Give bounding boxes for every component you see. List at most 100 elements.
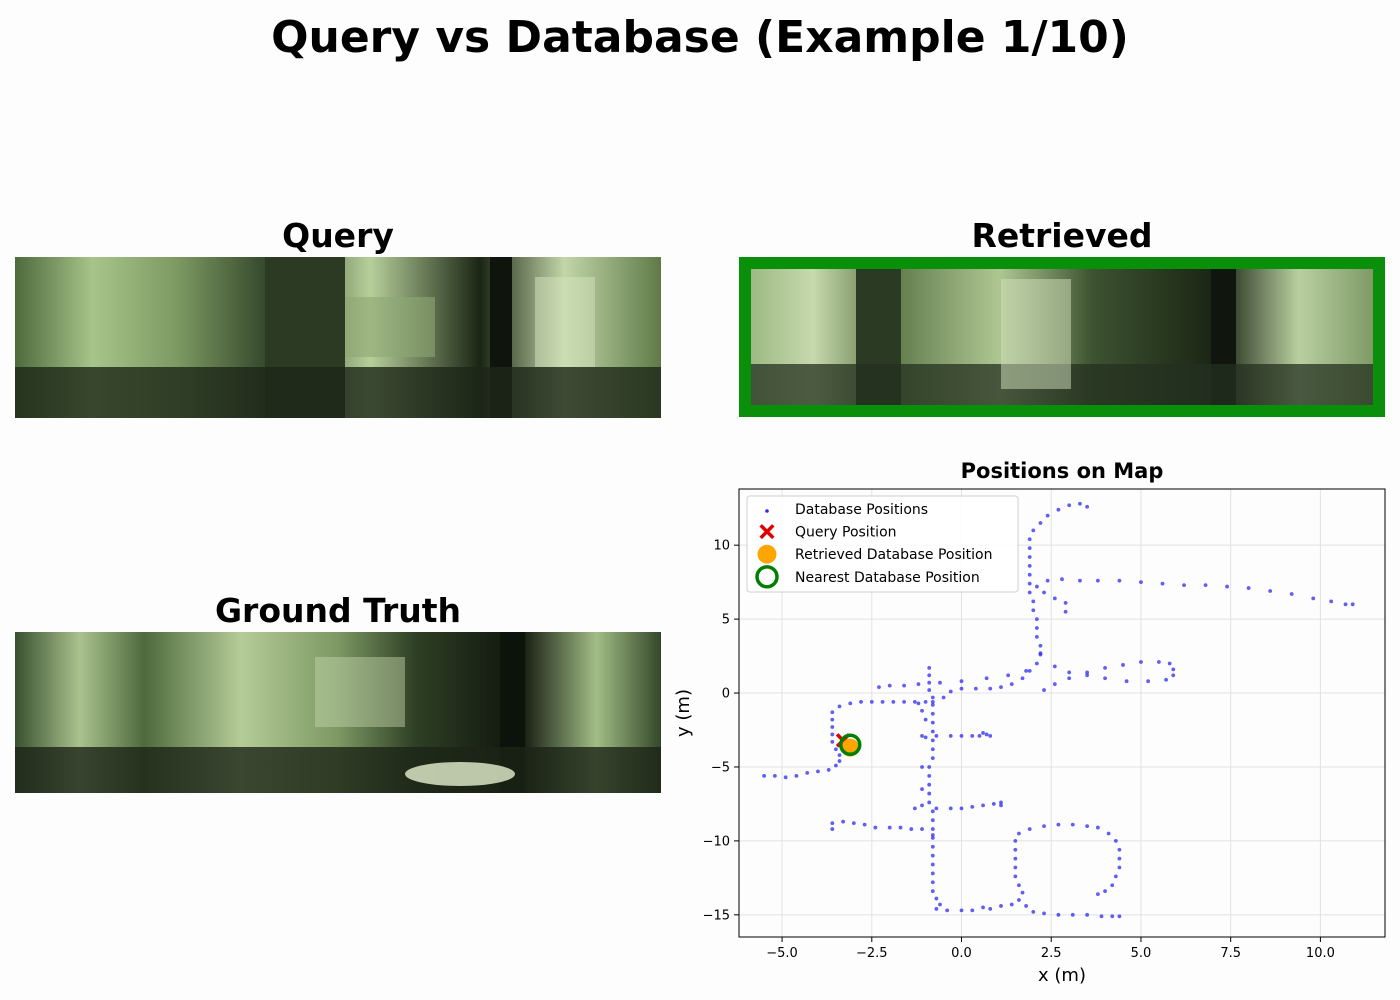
database-position-point [1027, 827, 1032, 831]
database-position-point [988, 907, 993, 911]
database-position-point [830, 725, 835, 729]
database-position-point [1117, 865, 1122, 870]
database-position-point [1171, 667, 1176, 672]
database-position-point [1167, 661, 1172, 666]
database-position-point [959, 686, 964, 691]
y-tick-label: 0 [722, 687, 730, 702]
database-position-point [927, 791, 932, 796]
database-position-point [920, 734, 924, 738]
database-position-point [916, 682, 921, 687]
database-position-point [1027, 590, 1032, 595]
database-position-point [1038, 643, 1043, 648]
ground-truth-panel-title: Ground Truth [214, 591, 462, 630]
database-position-point [880, 700, 885, 704]
ground-truth-image [15, 632, 661, 793]
database-position-point [1095, 892, 1100, 897]
database-position-point [923, 717, 928, 722]
database-position-point [909, 827, 914, 831]
database-position-point [837, 704, 842, 709]
database-position-point [1034, 626, 1039, 630]
database-position-point [930, 756, 935, 760]
database-position-point [1085, 670, 1090, 675]
figure-title: Query vs Database (Example 1/10) [271, 12, 1129, 63]
x-tick-label: 5.0 [1131, 946, 1152, 961]
database-position-point [1052, 682, 1057, 687]
database-position-point [1164, 677, 1168, 682]
y-tick-label: −10 [703, 834, 730, 849]
database-position-point [1013, 856, 1018, 861]
database-position-point [837, 759, 842, 763]
database-position-point [1027, 555, 1032, 559]
database-position-point [1311, 596, 1316, 601]
database-position-point [945, 908, 950, 913]
database-position-point [1225, 584, 1229, 589]
database-position-point [1013, 847, 1018, 852]
database-position-point [1203, 583, 1208, 588]
database-position-point [973, 686, 978, 691]
database-position-point [1067, 670, 1072, 675]
database-position-point [930, 836, 935, 840]
database-position-point [1056, 912, 1061, 917]
nearest-position-marker [755, 565, 779, 589]
database-position-point [891, 700, 896, 704]
database-position-point [830, 739, 835, 744]
database-position-point [1006, 673, 1011, 678]
database-position-point [830, 827, 835, 831]
database-position-point [1095, 825, 1100, 830]
database-position-point [984, 732, 989, 737]
database-position-point [830, 717, 835, 722]
database-position-point [1121, 663, 1125, 667]
database-position-point [1085, 824, 1090, 829]
database-position-point [920, 803, 924, 808]
database-position-point [1329, 599, 1334, 604]
database-position-point [959, 734, 964, 738]
x-tick-label: 0.0 [951, 946, 972, 961]
database-position-point [830, 710, 835, 715]
database-position-point [1157, 660, 1161, 664]
database-position-point [920, 827, 924, 831]
database-position-point [1034, 634, 1039, 639]
database-position-point [1042, 688, 1046, 692]
database-position-point [959, 908, 964, 913]
legend-box [746, 495, 1019, 593]
database-position-point [1103, 666, 1107, 670]
database-position-point [848, 701, 853, 706]
database-position-point [877, 685, 881, 690]
database-position-point [1139, 580, 1143, 585]
database-position-point [1110, 883, 1115, 888]
database-position-point [1117, 847, 1122, 852]
legend-label: Retrieved Database Position [795, 547, 992, 563]
database-position-point [970, 804, 975, 809]
database-position-point [1106, 831, 1111, 836]
retrieved-correct-frame [739, 257, 1385, 417]
database-position-point [930, 862, 935, 867]
x-axis-label: x (m) [1038, 965, 1086, 986]
database-position-point [1056, 507, 1061, 512]
database-position-point [887, 683, 892, 688]
chart-legend: Database Positions Query Position Retrieve… [746, 495, 1019, 593]
database-position-point [988, 686, 993, 691]
database-position-point [1038, 651, 1043, 656]
database-position-point [1027, 537, 1032, 542]
legend-swatch [757, 544, 777, 564]
database-position-point [988, 734, 993, 738]
database-position-point [1099, 914, 1104, 919]
x-tick-label: 10.0 [1306, 946, 1335, 961]
x-tick-label: −2.5 [856, 946, 888, 961]
database-position-point [1289, 592, 1294, 596]
database-position-point [923, 735, 928, 740]
database-position-point [920, 765, 924, 769]
database-position-point [1124, 679, 1129, 684]
database-position-point [859, 700, 863, 704]
database-position-point [1070, 822, 1075, 827]
database-position-point [1042, 590, 1046, 595]
database-position-point [1078, 501, 1082, 506]
database-position-point [920, 708, 924, 713]
database-position-point [930, 747, 935, 752]
x-tick-label: 7.5 [1220, 946, 1241, 961]
database-position-point [999, 904, 1003, 908]
chart-points [762, 501, 1355, 919]
database-position-point [927, 688, 932, 692]
nearest-position-marker [839, 733, 862, 757]
database-position-point [772, 773, 777, 778]
